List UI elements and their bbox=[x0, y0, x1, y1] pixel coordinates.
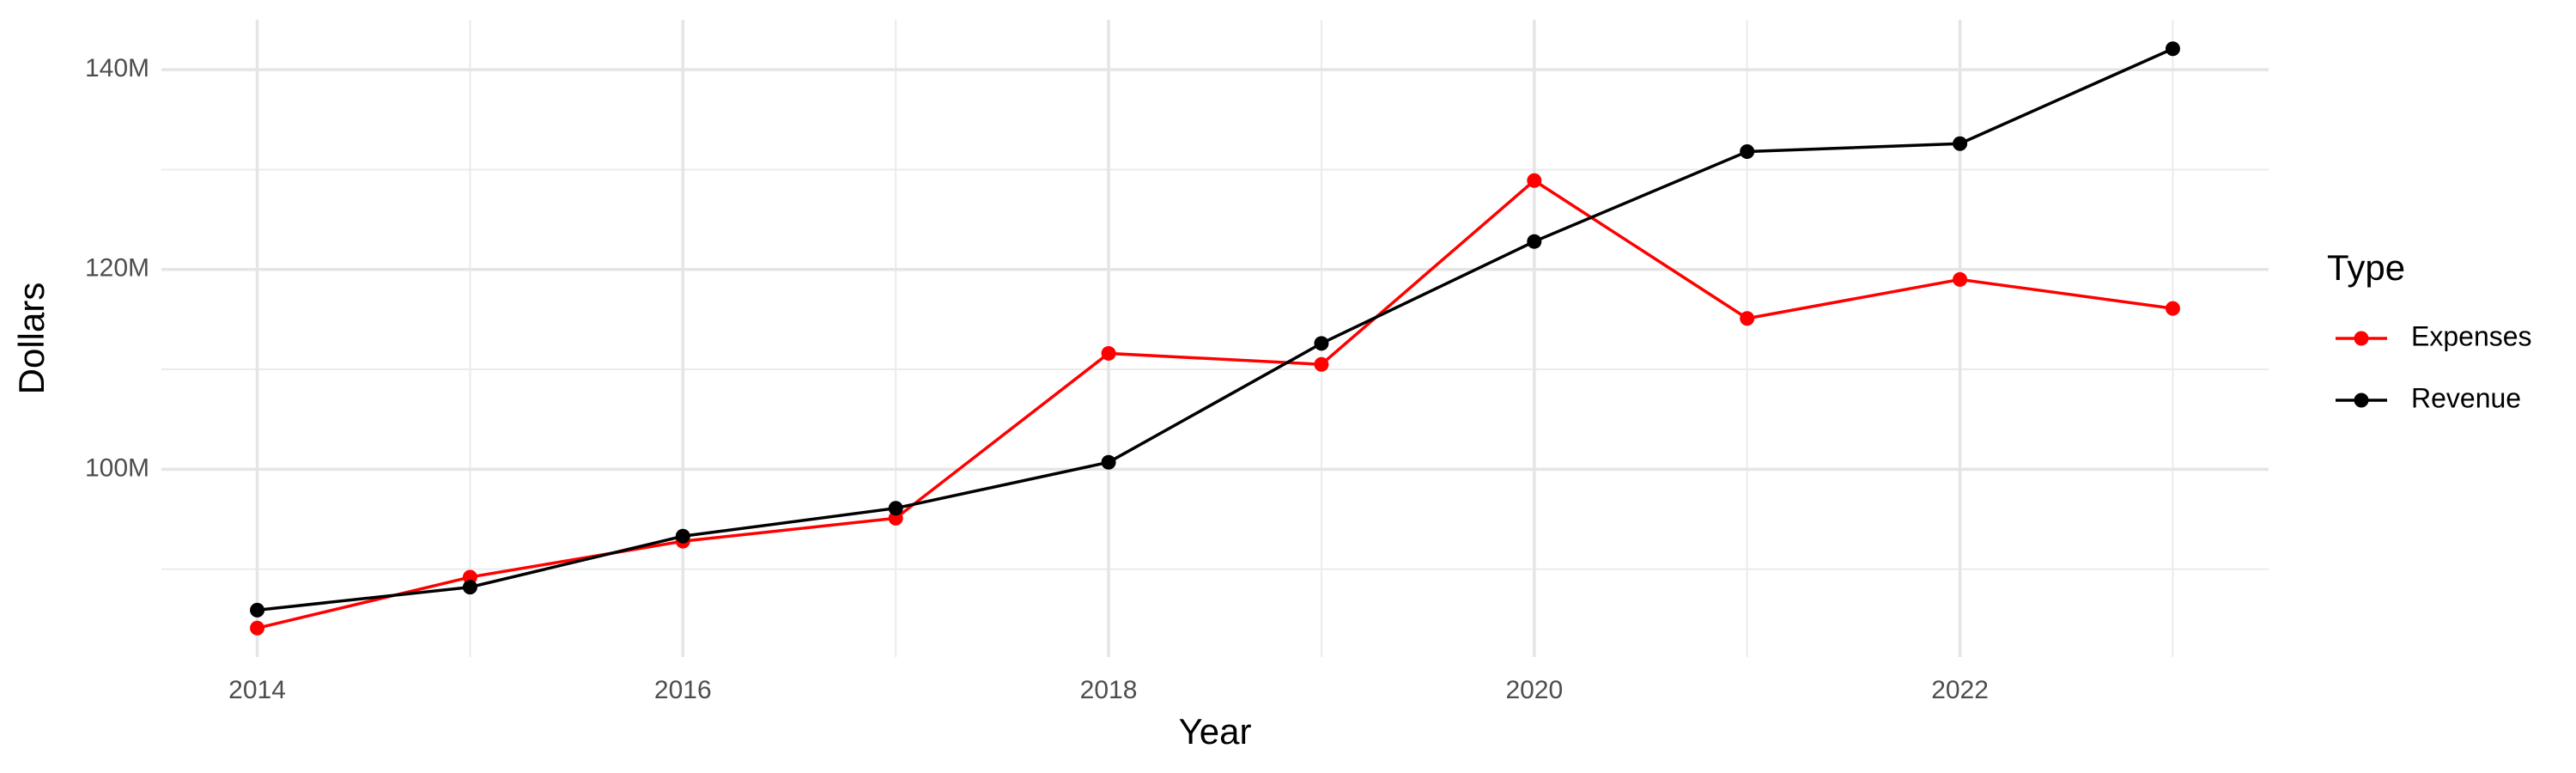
grid bbox=[161, 20, 2269, 657]
point bbox=[2165, 301, 2180, 316]
point bbox=[1527, 234, 1542, 249]
point bbox=[675, 528, 690, 544]
point bbox=[888, 510, 903, 526]
x-tick-label: 2014 bbox=[228, 676, 286, 704]
point bbox=[1527, 173, 1542, 188]
line bbox=[257, 47, 2174, 612]
legend-title: Type bbox=[2327, 247, 2405, 288]
point bbox=[1314, 356, 1329, 372]
line bbox=[257, 179, 2173, 630]
y-axis-title: Dollars bbox=[11, 283, 52, 395]
y-tick-label: 140M bbox=[85, 54, 149, 82]
point bbox=[462, 569, 477, 585]
point bbox=[1314, 336, 1329, 351]
point bbox=[250, 602, 265, 618]
point bbox=[888, 501, 903, 516]
point bbox=[1740, 144, 1755, 160]
point bbox=[1101, 345, 1116, 361]
legend-swatch-point bbox=[2354, 393, 2369, 408]
series bbox=[250, 41, 2180, 618]
legend-label: Expenses bbox=[2411, 320, 2532, 351]
y-tick-label: 120M bbox=[85, 254, 149, 283]
legend-swatch-point bbox=[2354, 331, 2369, 346]
point bbox=[1953, 136, 1968, 151]
y-tick-label: 100M bbox=[85, 453, 149, 482]
x-tick-label: 2018 bbox=[1080, 676, 1138, 704]
point bbox=[1101, 454, 1116, 470]
x-axis-title: Year bbox=[1179, 711, 1252, 752]
legend-label: Revenue bbox=[2411, 382, 2521, 413]
point bbox=[2165, 41, 2180, 57]
point bbox=[250, 620, 265, 636]
series bbox=[250, 173, 2180, 636]
point bbox=[1953, 271, 1968, 287]
x-tick-label: 2016 bbox=[654, 676, 712, 704]
x-tick-label: 2020 bbox=[1505, 676, 1563, 704]
x-tick-label: 2022 bbox=[1931, 676, 1989, 704]
point bbox=[462, 580, 477, 595]
point bbox=[1740, 311, 1755, 326]
